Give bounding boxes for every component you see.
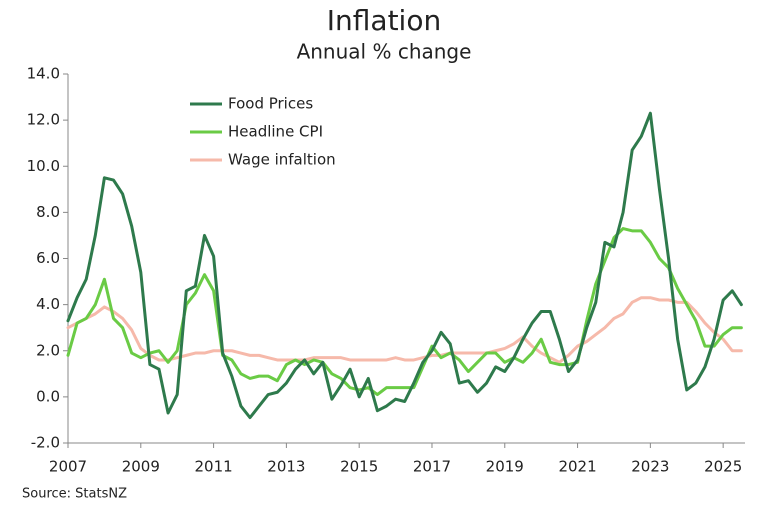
y-tick-label: 14.0 <box>27 65 60 83</box>
x-tick-label: 2017 <box>413 458 451 476</box>
chart-subtitle: Annual % change <box>297 40 472 64</box>
line-series <box>66 227 743 397</box>
x-tick-label: 2021 <box>558 458 596 476</box>
y-tick-label: 6.0 <box>36 249 60 267</box>
chart-title: Inflation <box>327 4 441 37</box>
x-tick-label: 2019 <box>486 458 524 476</box>
line-series <box>66 111 743 420</box>
x-tick-label: 2015 <box>340 458 378 476</box>
y-tick-label: -2.0 <box>31 434 60 452</box>
y-tick-label: 4.0 <box>36 295 60 313</box>
legend-label: Wage infaltion <box>228 151 336 169</box>
y-tick-label: 12.0 <box>27 111 60 129</box>
source-note: Source: StatsNZ <box>22 487 127 502</box>
x-tick-label: 2009 <box>122 458 160 476</box>
x-tick-label: 2011 <box>194 458 232 476</box>
y-tick-label: 2.0 <box>36 341 60 359</box>
y-tick-label: 10.0 <box>27 157 60 175</box>
x-tick-label: 2013 <box>267 458 305 476</box>
x-tick-label: 2023 <box>631 458 669 476</box>
y-tick-label: 8.0 <box>36 203 60 221</box>
legend-label: Headline CPI <box>228 123 323 141</box>
y-tick-label: 0.0 <box>36 387 60 405</box>
line-series <box>66 296 743 364</box>
legend-label: Food Prices <box>228 95 313 113</box>
x-tick-label: 2025 <box>704 458 742 476</box>
x-tick-label: 2007 <box>49 458 87 476</box>
